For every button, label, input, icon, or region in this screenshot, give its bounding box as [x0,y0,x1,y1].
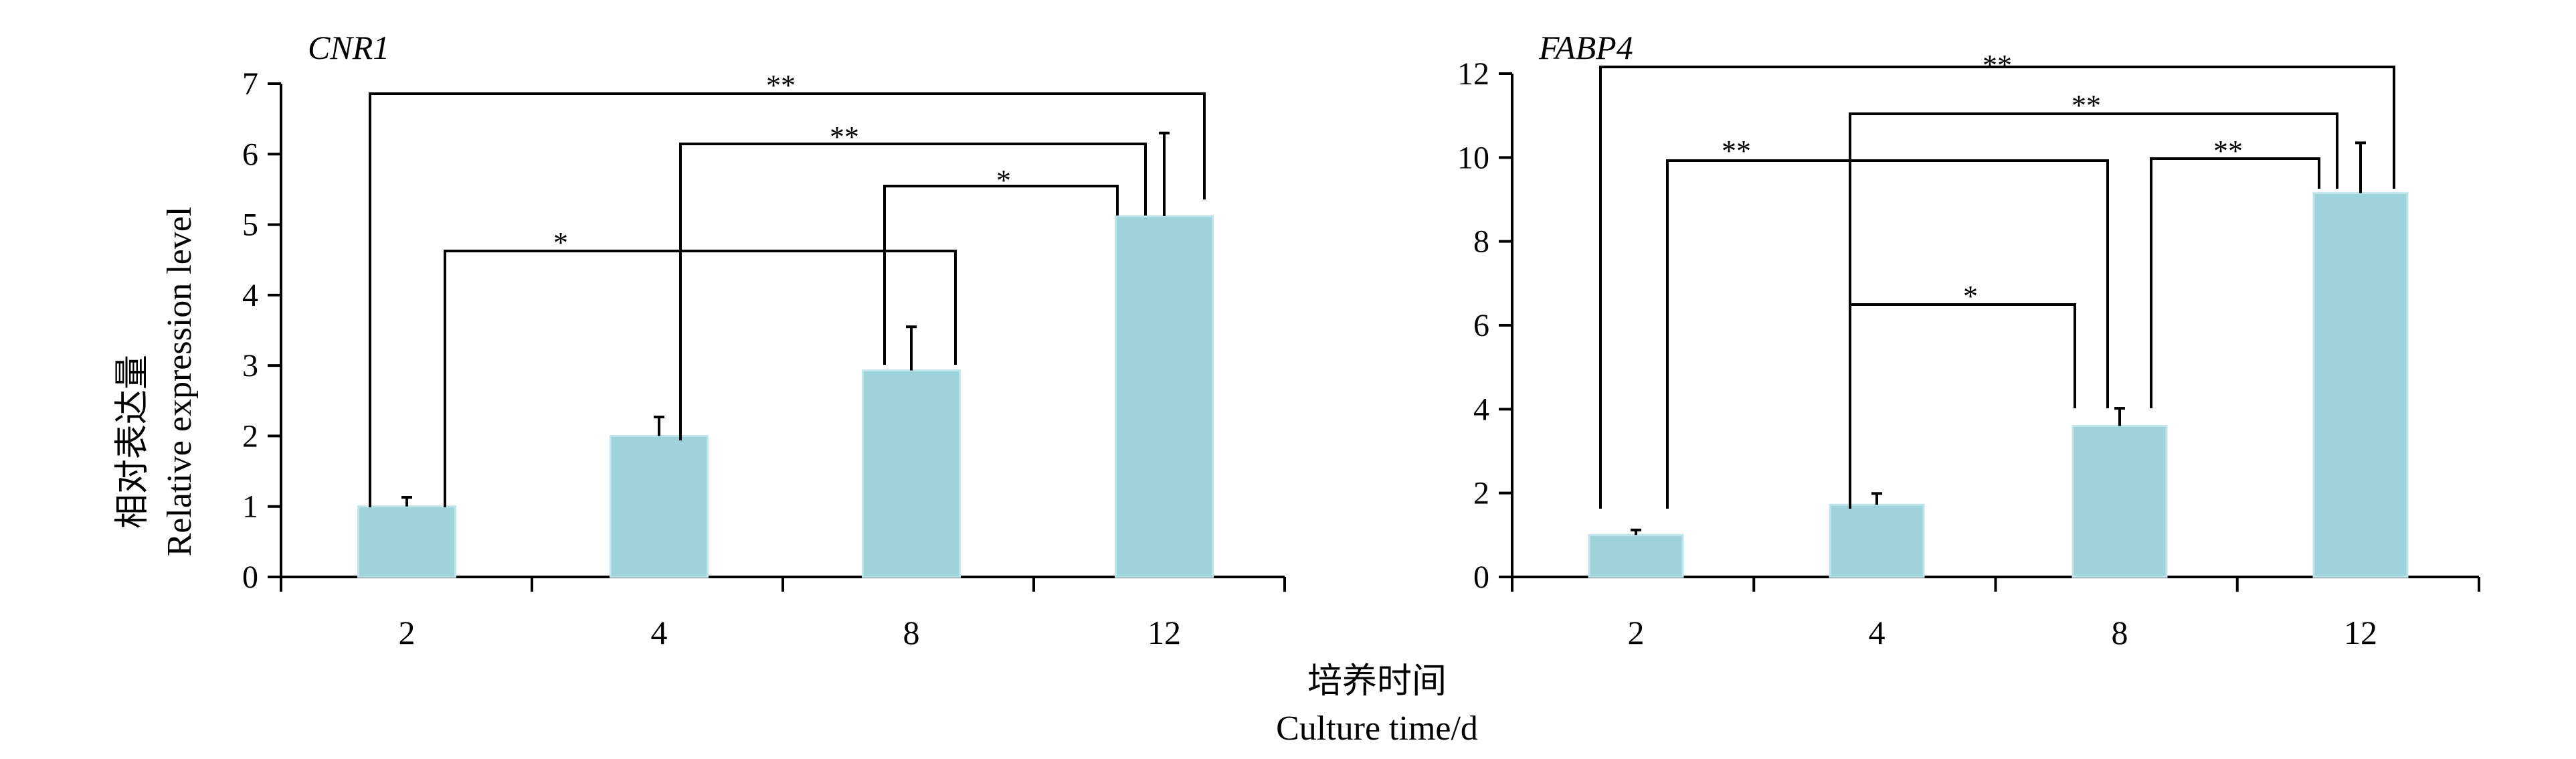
significance-label-2-12: ** [1983,49,2012,82]
significance-bracket-4-12 [679,143,1147,440]
significance-bracket-2-8 [444,250,957,507]
x-tick-label-12: 12 [1147,614,1181,651]
bar-2 [1588,533,1684,578]
x-axis-label-zh: 培养时间 [1307,663,1447,701]
significance-label-2-12: ** [766,69,796,102]
x-tick-label-4: 4 [651,614,668,651]
bar-8 [862,369,961,578]
significance-label-8-12: ** [2213,135,2243,167]
y-tick-label: 6 [242,137,258,172]
y-tick-label: 4 [1473,392,1489,427]
y-tick-label: 3 [242,348,258,384]
bar-8 [2072,424,2168,578]
y-tick-label: 4 [242,278,258,313]
y-tick-label: 7 [242,66,258,102]
y-tick-label: 10 [1457,140,1489,175]
bar-12 [1115,215,1214,578]
significance-bracket-2-12 [1599,66,2395,509]
chart-title: FABP4 [1538,29,1633,66]
significance-bracket-4-8 [1849,303,2076,509]
y-axis-label-zh: 相对表达量 [114,355,152,529]
x-tick-label-8: 8 [2112,614,2128,651]
significance-label-2-8: * [553,226,568,259]
y-tick-label: 12 [1457,56,1489,92]
y-tick-label: 0 [1473,560,1489,595]
significance-label-2-8: ** [1722,135,1751,167]
bar-4 [1829,503,1925,578]
y-axis-label-en: Relative expression level [161,207,199,557]
significance-label-4-12: ** [2072,89,2101,122]
bar-4 [610,434,709,578]
significance-bracket-2-12 [369,92,1206,507]
bar-12 [2312,192,2409,578]
chart-title: CNR1 [308,29,389,66]
x-tick-label-2: 2 [1628,614,1645,651]
x-tick-label-4: 4 [1869,614,1885,651]
y-tick-label: 2 [1473,476,1489,511]
y-tick-label: 8 [1473,224,1489,260]
significance-bracket-2-8 [1666,159,2109,509]
y-tick-label: 1 [242,489,258,525]
y-tick-label: 5 [242,207,258,243]
bar-2 [357,505,456,578]
x-tick-label-12: 12 [2344,614,2377,651]
y-tick-label: 2 [242,418,258,454]
y-tick-label: 0 [242,560,258,595]
y-tick-label: 6 [1473,308,1489,343]
significance-label-8-12: * [996,164,1011,197]
significance-label-4-8: * [1963,280,1978,313]
significance-bracket-8-12 [883,185,1119,365]
x-tick-label-8: 8 [903,614,920,651]
significance-bracket-8-12 [2150,157,2320,408]
x-tick-label-2: 2 [399,614,416,651]
significance-label-4-12: ** [830,120,859,153]
x-axis-label-en: Culture time/d [1276,709,1478,748]
